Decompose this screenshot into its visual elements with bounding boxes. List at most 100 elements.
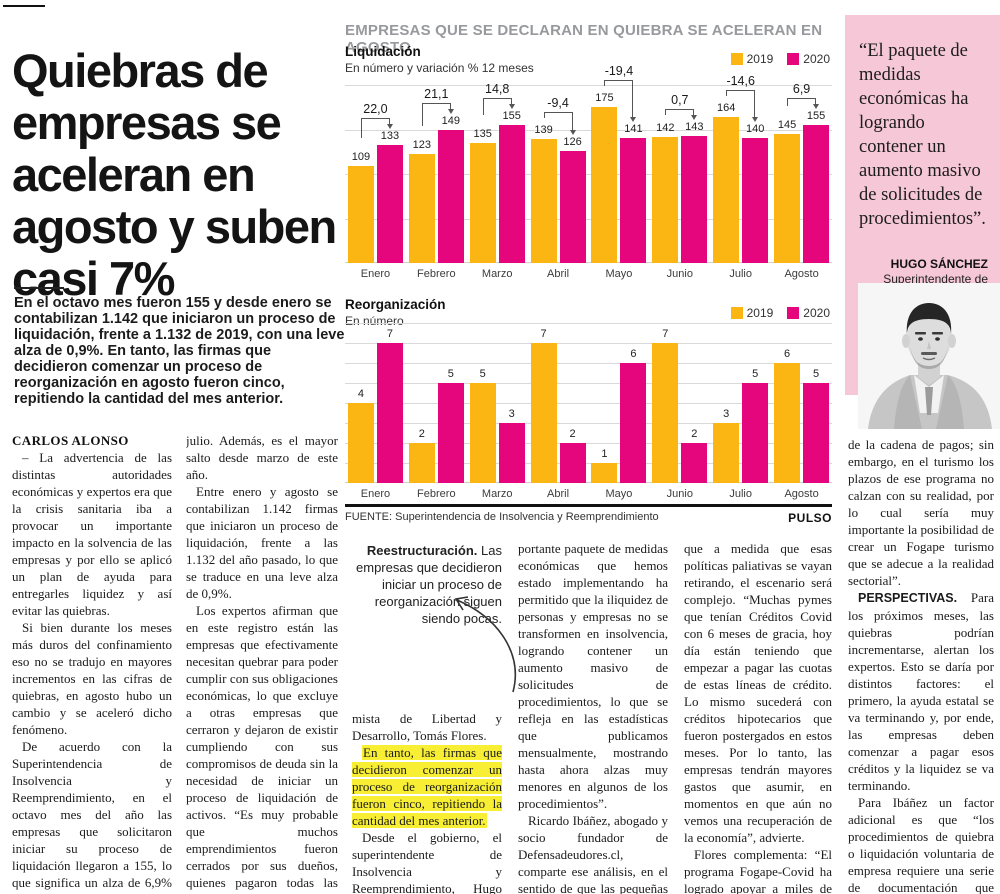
gridline-50 [345,218,832,220]
legend-item-2019: 2019 [730,306,774,320]
legend-swatch-2019 [730,53,743,65]
body-column-4: portante paquete de medidas económicas q… [518,540,668,894]
bracket-arrow-Mayo [630,116,637,122]
value-2020-Febrero: 149 [441,115,460,128]
month-label-Julio: Julio [729,488,752,500]
value-2020-Febrero: 5 [447,368,454,380]
bracket-r-Julio [754,91,756,119]
variation-Marzo: 14,8 [485,82,510,97]
paragraph: Los expertos afirman que en este registr… [186,603,338,894]
chart1-legend: 2019 2020 [730,52,830,66]
bracket-h-Enero [360,117,390,119]
bracket-h-Mayo [604,80,634,82]
bracket-arrow-Julio [752,117,759,123]
bracket-r-Enero [388,118,390,125]
value-2020-Mayo: 141 [624,122,643,135]
legend-item-2020: 2020 [787,306,830,320]
gridline-2 [345,443,832,444]
value-2020-Agosto: 5 [813,368,820,380]
bracket-l-Marzo [482,99,484,115]
month-label-Marzo: Marzo [481,268,513,280]
month-label-Junio: Junio [666,268,693,280]
value-2019-Julio: 164 [717,102,736,115]
page-title: Quiebras de empresas se aceleran en agos… [12,44,337,306]
chart2-title: Reorganización [345,297,446,312]
value-2019-Abril: 139 [534,124,553,137]
value-2020-Marzo: 3 [508,408,515,420]
bar-2020-Marzo [498,125,525,263]
bar-2020-Mayo [620,137,647,263]
legend-swatch-2019 [730,307,743,319]
value-2020-Enero: 7 [386,328,393,340]
chart1-title: Liquidación [345,44,421,59]
month-label-Junio: Junio [666,488,693,500]
gridline-100 [345,174,832,175]
value-2019-Julio: 3 [723,408,730,420]
value-2019-Abril: 7 [540,328,547,340]
chart1-subtitle: En número y variación % 12 meses [345,61,534,75]
gridline-200 [345,85,832,86]
bracket-r-Mayo [632,81,634,118]
paragraph: de la cadena de pagos; sin embargo, en e… [848,437,994,588]
value-2020-Junio: 143 [685,120,704,133]
month-label-Abril: Abril [547,488,570,500]
byline: CARLOS ALONSO [12,433,129,448]
variation-Enero: 22,0 [363,101,388,116]
month-label-Febrero: Febrero [417,488,456,500]
bar-2020-Abril [559,443,586,483]
paragraph: Para Ibáñez un factor adicional es que “… [848,795,994,894]
bracket-r-Junio [693,109,695,116]
bar-2020-Agosto [803,383,830,483]
bar-2019-Enero [347,403,374,483]
value-2020-Enero: 133 [380,129,400,142]
bar-2019-Junio [652,136,679,263]
bracket-h-Marzo [482,98,512,100]
gridline-5 [345,383,832,384]
variation-Junio: 0,7 [671,92,689,107]
month-label-Mayo: Mayo [605,488,633,500]
portrait-illustration [858,283,1000,429]
paragraph: Flores complementa: “El programa Fogape-… [684,847,832,894]
variation-Febrero: 21,1 [424,87,449,102]
bracket-l-Febrero [421,104,423,126]
value-2019-Agosto: 6 [784,348,791,360]
x-axis-line [345,482,832,483]
bracket-arrow-Junio [691,114,698,120]
month-label-Agosto: Agosto [784,488,819,500]
bracket-h-Agosto [787,98,817,100]
bracket-h-Abril [543,112,573,114]
bar-2020-Mayo [620,363,647,483]
perspectivas-lead: PERSPECTIVAS. [858,591,958,605]
value-2020-Abril: 2 [569,428,576,440]
source-rule [345,504,832,507]
gridline-8 [345,323,832,324]
month-label-Abril: Abril [547,268,570,280]
bar-2019-Agosto [774,133,801,263]
month-label-Febrero: Febrero [417,268,456,280]
value-2020-Mayo: 6 [630,348,637,360]
variation-Abril: -9,4 [547,96,569,111]
bar-2020-Junio [681,135,708,263]
value-2019-Febrero: 123 [412,138,431,151]
value-2019-Junio: 142 [656,121,675,134]
bracket-arrow-Febrero [447,109,454,115]
body-column-1: CARLOS ALONSO – La advertencia de las di… [12,432,172,894]
bar-2019-Julio [713,117,740,263]
pulso-brand: PULSO [788,511,832,525]
bracket-r-Febrero [449,104,451,111]
callout-lead: Reestructuración. [366,543,478,558]
legend-label-2019: 2019 [746,306,774,320]
bar-2019-Junio [652,343,679,483]
legend-label-2019: 2019 [746,52,774,66]
bar-2019-Febrero [408,443,435,483]
paragraph: julio. Además, es el mayor salto desde m… [186,433,338,482]
highlighted-paragraph: En tanto, las firmas que decidieron come… [352,744,502,829]
variation-Mayo: -19,4 [604,64,634,79]
bar-2019-Abril [530,139,557,263]
variation-Agosto: 6,9 [792,82,811,97]
infographic-title: EMPRESAS QUE SE DECLARAN EN QUIEBRA SE A… [345,22,823,56]
quote-author: HUGO SÁNCHEZ [890,257,988,271]
bar-2019-Marzo [469,383,496,483]
paragraph: Ricardo Ibáñez, abogado y socio fundador… [518,813,668,894]
bar-2020-Julio [742,138,769,263]
